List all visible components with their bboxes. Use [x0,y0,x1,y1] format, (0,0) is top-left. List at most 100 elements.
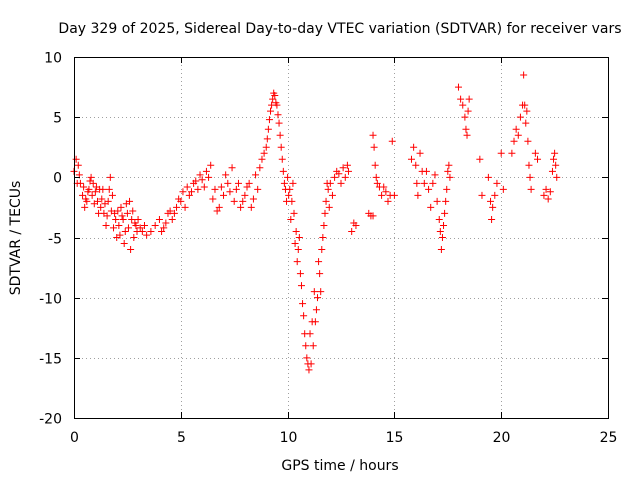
data-point [155,215,163,223]
data-point [316,270,324,278]
data-point [232,185,240,193]
data-point [105,185,113,193]
data-point [170,209,178,217]
data-point [445,161,453,169]
data-point [325,203,333,211]
data-point [280,179,288,187]
data-point [348,227,356,235]
data-point [488,215,496,223]
data-point [107,207,115,215]
data-point [461,113,469,121]
data-point [352,221,360,229]
data-point [192,177,200,185]
data-point [384,197,392,205]
y-tick-label: 0 [53,171,62,187]
data-point [441,209,449,217]
data-point [205,173,213,181]
data-point [173,203,181,211]
data-point [337,179,345,187]
data-point [318,246,326,254]
data-point [158,227,166,235]
data-point [118,212,126,220]
data-point [371,161,379,169]
data-point [279,167,287,175]
data-point [380,183,388,191]
data-point [131,219,139,227]
data-point [310,288,318,296]
data-point [268,101,276,109]
data-point [324,185,332,193]
data-point [108,191,116,199]
data-point [160,224,168,232]
data-point [425,185,433,193]
data-point [87,173,95,181]
data-point [183,183,191,191]
data-point [194,185,202,193]
data-point [388,137,396,145]
y-tick-label: -20 [39,412,62,428]
data-point [508,149,516,157]
data-point [372,173,380,181]
data-point [407,155,415,163]
data-point [116,231,124,239]
data-point [322,197,330,205]
data-point [521,101,529,109]
chart-title: Day 329 of 2025, Sidereal Day-to-day VTE… [58,21,621,37]
data-point [413,179,421,187]
data-point [444,167,452,175]
data-point [112,215,120,223]
data-point [97,203,105,211]
data-point [540,191,548,199]
data-point [446,173,454,181]
data-point [552,161,560,169]
data-point [241,191,249,199]
data-point [292,227,300,235]
data-point [140,221,148,229]
data-point [95,209,103,217]
data-point [512,125,520,133]
y-tick-label: 10 [44,51,62,67]
data-point [277,143,285,151]
data-point [303,354,311,362]
data-point [121,227,129,235]
data-point [117,203,125,211]
data-point [290,209,298,217]
data-point [442,197,450,205]
data-point [299,300,307,308]
data-point [115,221,123,229]
data-point [287,215,295,223]
x-tick-label: 15 [386,430,404,446]
data-point [234,179,242,187]
data-point [291,240,299,248]
data-point [489,203,497,211]
data-point [478,191,486,199]
data-point [196,171,204,179]
data-point [283,197,291,205]
data-point [84,188,92,196]
data-point [476,155,484,163]
data-point [309,342,317,350]
data-point [420,179,428,187]
data-point [130,234,138,241]
data-point [103,212,111,220]
data-point [143,231,151,239]
x-tick-label: 0 [70,430,79,446]
data-point [213,207,221,215]
data-point [553,173,561,181]
data-point [378,191,386,199]
x-tick-label: 25 [600,430,618,446]
axis-ticks: 0 5 10 15 20 25 -20 -15 -10 -5 0 5 10 [39,51,617,447]
data-point [91,188,99,196]
data-point [230,197,238,205]
data-point [258,155,266,163]
data-point [74,161,82,169]
data-point [129,207,137,215]
data-point [200,183,208,191]
x-axis-label: GPS time / hours [281,458,398,474]
data-point [249,195,257,203]
data-point [457,95,465,103]
data-point [209,195,217,203]
data-point [110,224,118,232]
data-point [459,101,467,109]
